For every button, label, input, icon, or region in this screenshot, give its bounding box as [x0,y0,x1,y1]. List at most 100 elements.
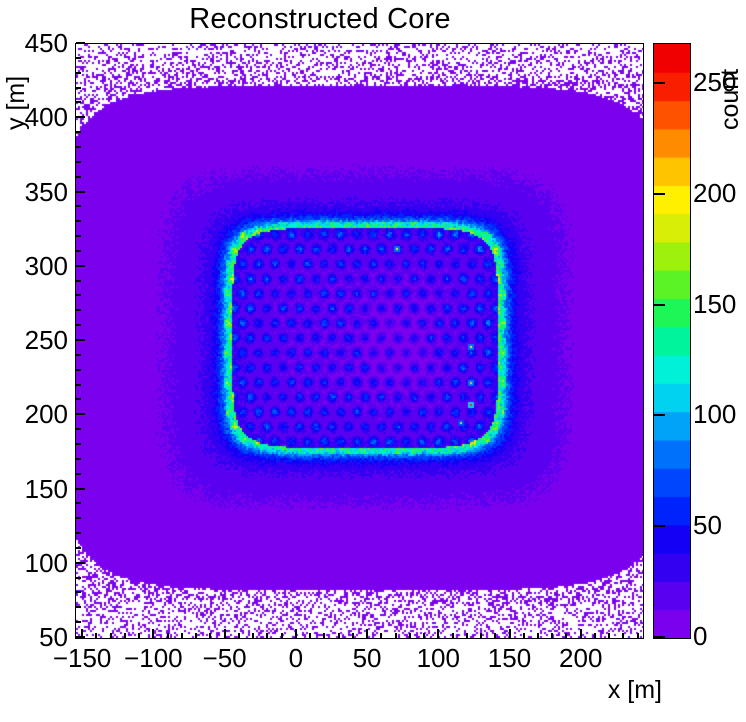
x-tick-minor [565,633,568,638]
y-tick-minor [76,532,81,535]
x-tick [81,629,84,638]
y-tick-minor [76,309,81,312]
y-tick-minor [76,383,81,386]
y-tick-minor [76,472,81,475]
y-tick-minor [76,606,81,609]
x-tick-minor [166,633,169,638]
y-tick-label: 250 [24,325,68,355]
y-tick-minor [76,145,81,148]
y-tick-minor [76,546,81,549]
y-tick-minor [76,160,81,163]
x-tick-label: −150 [52,643,112,673]
colorbar-tick [654,525,665,528]
x-tick-minor [252,633,255,638]
x-tick-minor [109,633,112,638]
colorbar-tick-label: 50 [693,510,722,541]
y-tick-minor [76,353,81,356]
y-tick-label: 100 [24,547,68,578]
y-tick-minor [76,101,81,104]
x-tick-minor [180,633,183,638]
y-tick-minor [76,220,81,223]
y-tick-minor [76,502,81,505]
y-tick [76,561,85,564]
x-tick-minor [309,633,312,638]
x-tick-minor [622,633,625,638]
y-tick [76,636,85,638]
x-tick-minor [380,633,383,638]
x-tick-minor [394,633,397,638]
y-tick-minor [76,205,81,208]
x-tick-minor [123,633,126,638]
y-tick-minor [76,442,81,445]
y-tick-minor [76,249,81,252]
x-tick-minor [266,633,269,638]
x-tick-minor [408,633,411,638]
y-tick-minor [76,71,81,74]
colorbar-tick-label: 150 [693,288,737,319]
x-tick-minor [138,633,141,638]
y-tick-minor [76,235,81,238]
x-tick-label: 50 [352,643,382,673]
colorbar-tick [654,81,665,84]
heatmap-plot-area [75,43,644,639]
y-tick [76,487,85,490]
x-tick-minor [593,633,596,638]
colorbar-title: count [716,0,745,130]
x-tick-minor [537,633,539,638]
x-tick [579,629,582,638]
y-tick [76,413,85,416]
y-tick [76,339,85,341]
plot-title: Reconstructed Core [189,3,451,35]
colorbar-tick-label: 0 [693,621,708,651]
x-tick [223,629,226,638]
colorbar-tick-label: 250 [693,66,737,97]
y-tick-minor [76,131,81,134]
y-tick-label: 300 [24,250,68,281]
x-tick-minor [323,633,326,638]
y-tick-label: 450 [24,28,68,58]
y-tick [76,190,85,193]
x-tick-minor [480,633,483,638]
y-tick [76,116,85,119]
x-tick-minor [608,633,611,638]
x-tick-label: −50 [202,643,247,673]
x-axis-title: x [m] [607,676,662,704]
y-tick-label: 50 [39,622,68,652]
y-tick-minor [76,86,81,89]
x-tick-minor [551,633,554,638]
x-tick-minor [209,633,212,638]
y-tick-minor [76,175,81,178]
y-tick-label: 200 [24,399,68,430]
y-tick-minor [76,279,81,282]
x-tick-minor [465,633,468,638]
y-tick-minor [76,517,81,520]
y-tick [76,264,85,267]
x-tick-minor [522,633,525,638]
colorbar-tick-label: 200 [693,177,737,208]
x-tick-minor [494,633,497,638]
y-tick-minor [76,368,81,371]
y-tick-label: 350 [24,176,68,207]
x-tick-minor [237,633,240,638]
colorbar-title-text: count [716,68,744,130]
heatmap-image [76,44,643,638]
x-tick-minor [351,633,354,638]
x-tick-label: 100 [416,643,460,673]
colorbar-gradient [654,44,690,638]
x-tick-minor [280,633,283,638]
x-tick-minor [423,633,426,638]
colorbar-tick [654,636,665,638]
x-tick [366,629,369,638]
x-tick-label: −100 [124,643,183,673]
x-tick-label: 0 [288,643,304,673]
x-tick-minor [195,633,198,638]
colorbar-tick [654,303,665,306]
y-tick [76,42,85,44]
y-tick-minor [76,428,81,431]
colorbar [653,43,691,639]
y-tick-minor [76,398,81,401]
colorbar-tick-label: 100 [693,399,737,430]
y-tick-minor [76,576,81,579]
colorbar-tick [654,192,665,195]
